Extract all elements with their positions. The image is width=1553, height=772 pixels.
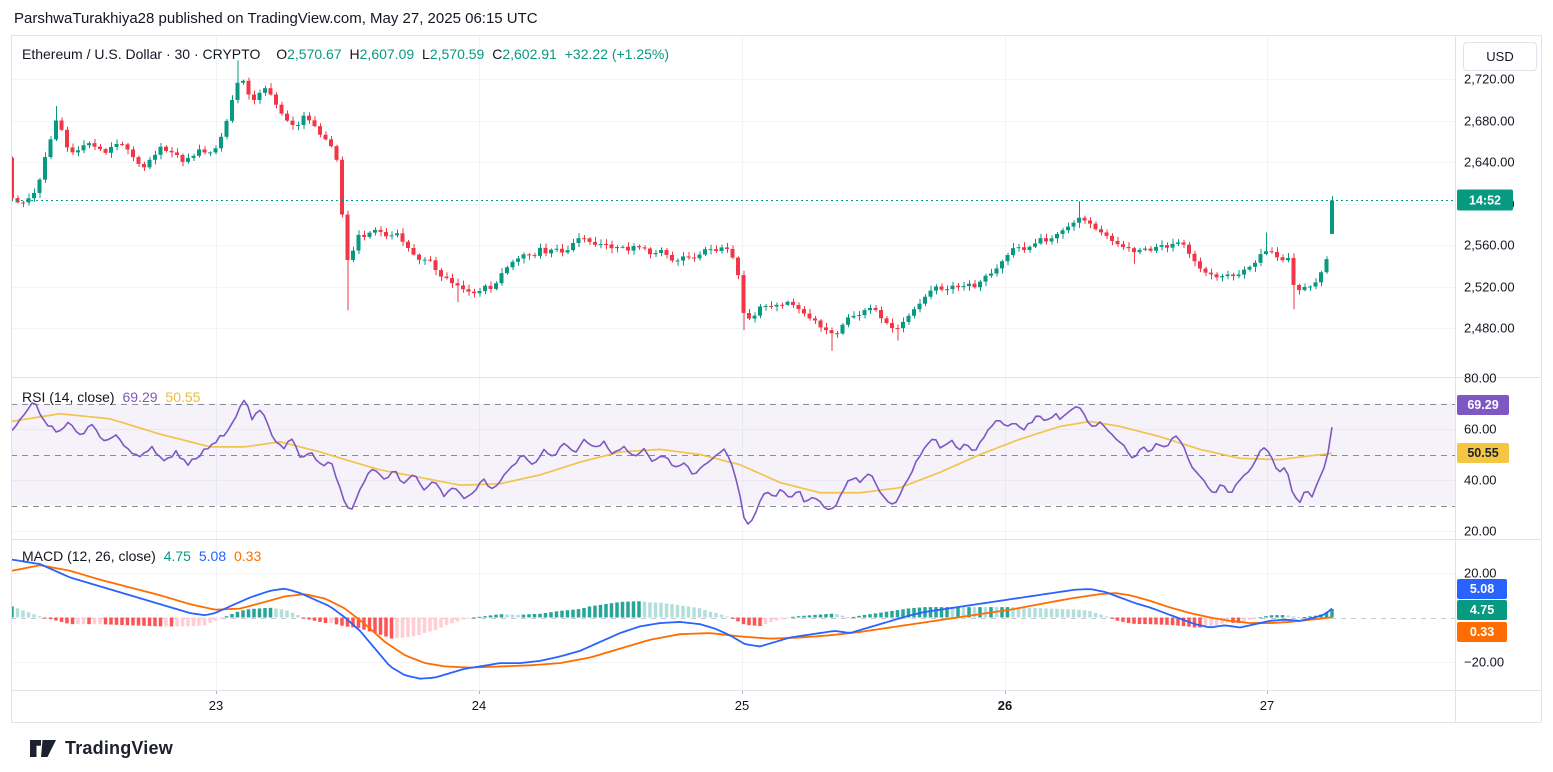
- macd-signal-value: 0.33: [234, 548, 262, 564]
- high-value: 2,607.09: [359, 46, 415, 62]
- price-axis-label: 2,680.00: [1464, 113, 1515, 128]
- high-label: H: [349, 46, 360, 62]
- macd-value-badge: 0.33: [1457, 621, 1507, 642]
- macd-legend: MACD (12, 26, close) 4.75 5.08 0.33: [22, 548, 265, 564]
- rsi-title: RSI (14, close): [22, 389, 115, 405]
- price-axis-label: 2,480.00: [1464, 320, 1515, 336]
- tradingview-logo-link[interactable]: TradingView: [30, 738, 173, 759]
- rsi-value: 69.29: [122, 389, 158, 405]
- macd-axis-label: 20.00: [1464, 565, 1497, 581]
- currency-toggle-button[interactable]: USD: [1463, 42, 1537, 71]
- rsi-axis-label: 40.00: [1464, 472, 1497, 488]
- open-value: 2,570.67: [287, 46, 342, 62]
- time-axis-label: 26: [997, 698, 1013, 713]
- time-axis-label: 27: [1259, 698, 1275, 713]
- price-axis-label: 2,720.00: [1464, 71, 1515, 87]
- macd-value-badge: 4.75: [1457, 600, 1507, 620]
- time-axis-label: 25: [734, 698, 750, 713]
- low-value: 2,570.59: [429, 46, 485, 62]
- macd-axis-label: −20.00: [1464, 654, 1505, 670]
- tradingview-logo-text: TradingView: [65, 738, 173, 758]
- macd-hist-value: 4.75: [163, 548, 191, 564]
- tradingview-logo-icon: [30, 740, 56, 757]
- rsi-axis-label: 80.00: [1464, 370, 1497, 386]
- price-axis-label: 2,560.00: [1464, 237, 1515, 253]
- change-value: +32.22 (+1.25%): [564, 46, 670, 62]
- low-label: L: [422, 46, 430, 62]
- macd-value-badge: 5.08: [1457, 578, 1507, 599]
- open-label: O: [276, 46, 288, 62]
- rsi-axis-label: 20.00: [1464, 523, 1497, 539]
- price-axis-label: 2,520.00: [1464, 279, 1515, 294]
- rsi-value-badge: 69.29: [1457, 395, 1509, 416]
- rsi-ma-value: 50.55: [165, 389, 201, 405]
- macd-title: MACD (12, 26, close): [22, 548, 156, 564]
- main-pane-legend: Ethereum / U.S. Dollar · 30 · CRYPTO O2,…: [22, 46, 673, 62]
- time-axis-label: 23: [208, 698, 224, 713]
- close-value: 2,602.91: [502, 46, 557, 62]
- macd-line-value: 5.08: [198, 548, 227, 564]
- countdown-badge: 14:52: [1457, 189, 1513, 211]
- rsi-legend: RSI (14, close) 69.29 50.55: [22, 389, 204, 405]
- price-axis-label: 2,640.00: [1464, 154, 1515, 170]
- rsi-axis-label: 60.00: [1464, 421, 1497, 437]
- symbol-title: Ethereum / U.S. Dollar · 30 · CRYPTO: [22, 46, 261, 62]
- close-label: C: [492, 46, 503, 62]
- rsi-value-badge: 50.55: [1457, 443, 1509, 464]
- time-axis-label: 24: [471, 698, 487, 713]
